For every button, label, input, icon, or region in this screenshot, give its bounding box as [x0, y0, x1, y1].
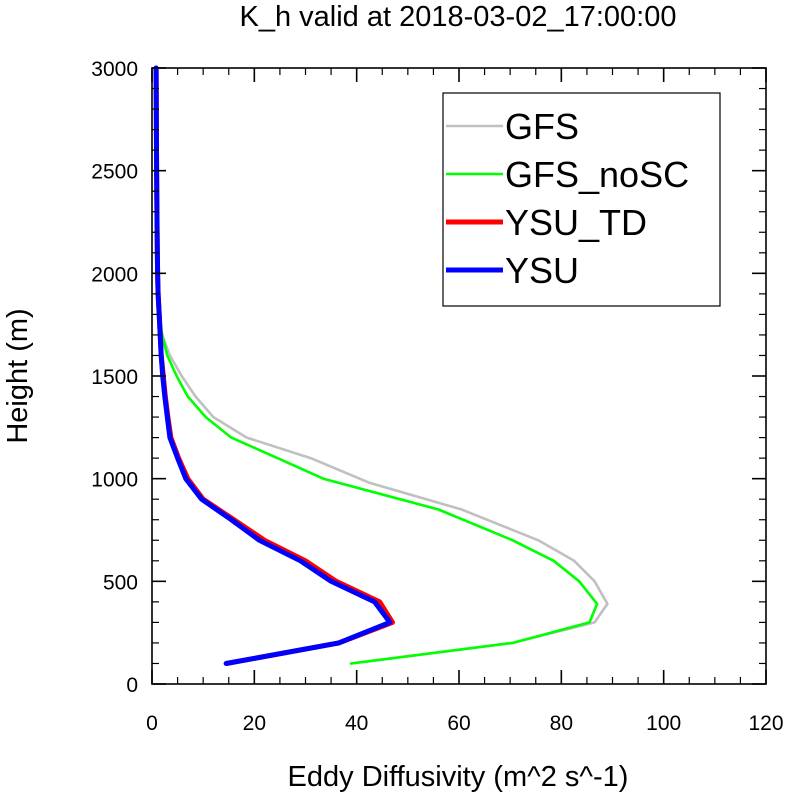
x-tick-label: 100	[646, 712, 681, 735]
x-tick-label: 0	[146, 712, 158, 735]
y-tick-label: 500	[103, 571, 138, 594]
y-tick-label: 0	[126, 674, 138, 697]
chart-title: K_h valid at 2018-03-02_17:00:00	[240, 1, 677, 33]
x-tick-label: 120	[748, 712, 783, 735]
axis-layer: 0 20 40 60 80 100 120 0 500 1000 1500 2000 2500 3000	[91, 58, 783, 735]
legend: GFS GFS_noSC YSU_TD YSU	[442, 92, 721, 307]
legend-label: YSU_TD	[505, 202, 647, 243]
y-tick-label: 1000	[91, 469, 138, 492]
series-layer	[153, 65, 609, 666]
y-tick-label: 1500	[91, 366, 138, 389]
legend-label: GFS_noSC	[505, 154, 689, 195]
legend-label: YSU	[505, 250, 579, 291]
y-tick-label: 3000	[91, 58, 138, 81]
y-tick-label: 2500	[91, 161, 138, 184]
legend-label: GFS	[505, 106, 579, 147]
x-axis-label: Eddy Diffusivity (m^2 s^-1)	[288, 761, 629, 793]
series-line-ysu-td	[153, 65, 395, 666]
x-tick-label: 40	[345, 712, 368, 735]
y-axis-label: Height (m)	[2, 308, 34, 443]
y-tick-label: 2000	[91, 263, 138, 286]
x-tick-label: 20	[243, 712, 266, 735]
x-tick-label: 60	[447, 712, 470, 735]
x-tick-label: 80	[550, 712, 573, 735]
series-line-ysu	[153, 65, 393, 666]
